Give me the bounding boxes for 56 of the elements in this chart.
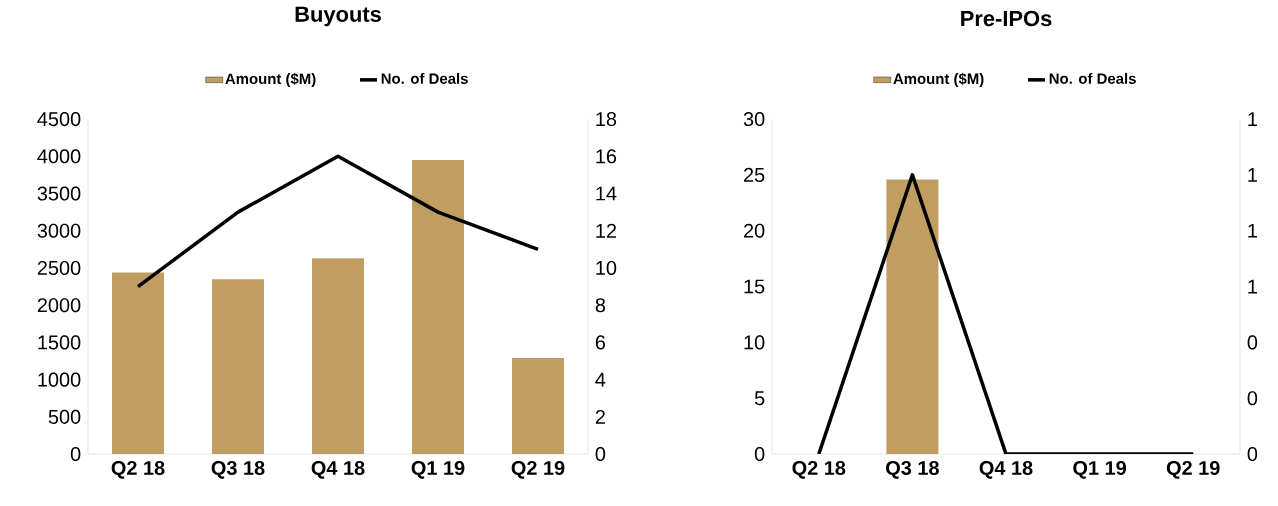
y2-tick-label: 14: [596, 186, 617, 201]
y2-tick-label: 6: [595, 335, 606, 350]
y-tick-label: 0: [70, 447, 81, 462]
y2-tick-label: 0: [1247, 335, 1258, 350]
bar: [512, 358, 564, 455]
y-tick-label: 3000: [37, 223, 81, 238]
y-tick-label: 15: [744, 279, 765, 294]
y2-tick-label: 12: [596, 223, 616, 238]
x-tick-label: Q4 18: [979, 460, 1033, 479]
bar: [212, 279, 264, 455]
y2-tick-label: 1: [1248, 168, 1257, 182]
y-tick-label: 1000: [38, 372, 81, 387]
y2-tick-label: 0: [595, 447, 606, 462]
legend-label: No. of Deals: [1049, 72, 1136, 84]
y-tick-label: 5: [754, 391, 765, 406]
x-tick-label: Q2 19: [1166, 460, 1220, 479]
legend-label: Amount ($M): [225, 72, 316, 87]
y-tick-label: 1500: [38, 335, 81, 350]
x-tick-label: Q2 18: [111, 460, 165, 479]
y-tick-label: 2000: [37, 298, 81, 313]
x-tick-label: Q3 18: [211, 460, 265, 479]
y2-tick-label: 16: [596, 149, 617, 164]
y2-tick-label: 0: [1247, 391, 1258, 406]
y-tick-label: 3500: [37, 186, 81, 201]
x-tick-label: Q4 18: [311, 460, 365, 479]
x-tick-label: Q1 19: [1073, 460, 1126, 479]
y2-tick-label: 1: [1248, 112, 1257, 126]
y2-tick-label: 8: [595, 298, 606, 313]
y-tick-label: 500: [48, 409, 81, 424]
y2-tick-label: 1: [1248, 223, 1257, 238]
y2-tick-label: 0: [1247, 447, 1258, 462]
bar: [112, 272, 164, 455]
bar: [412, 160, 464, 455]
y-tick-label: 10: [744, 335, 765, 350]
y-tick-label: 30: [743, 112, 765, 127]
y2-tick-label: 4: [595, 372, 606, 387]
line-series: [136, 154, 540, 289]
bar: [312, 258, 364, 455]
y-tick-label: 20: [744, 223, 765, 238]
x-tick-label: Q2 18: [792, 460, 846, 479]
x-tick-label: Q1 19: [411, 460, 465, 479]
y2-tick-label: 2: [595, 409, 605, 424]
chart-title: Buyouts: [295, 6, 381, 27]
y-tick-label: 0: [754, 447, 765, 462]
y-tick-label: 25: [744, 167, 765, 182]
y2-tick-label: 18: [596, 112, 617, 127]
x-tick-label: Q3 18: [886, 460, 939, 479]
y-tick-label: 4500: [37, 112, 81, 127]
x-tick-label: Q2 19: [511, 460, 565, 479]
y-tick-label: 4000: [37, 149, 81, 164]
y2-tick-label: 10: [596, 260, 617, 275]
y2-tick-label: 1: [1248, 279, 1257, 294]
chart-title: Pre-IPOs: [961, 10, 1052, 27]
legend-label: Amount ($M): [893, 72, 984, 87]
legend-label: No. of Deals: [381, 72, 468, 84]
y-tick-label: 2500: [37, 260, 81, 275]
